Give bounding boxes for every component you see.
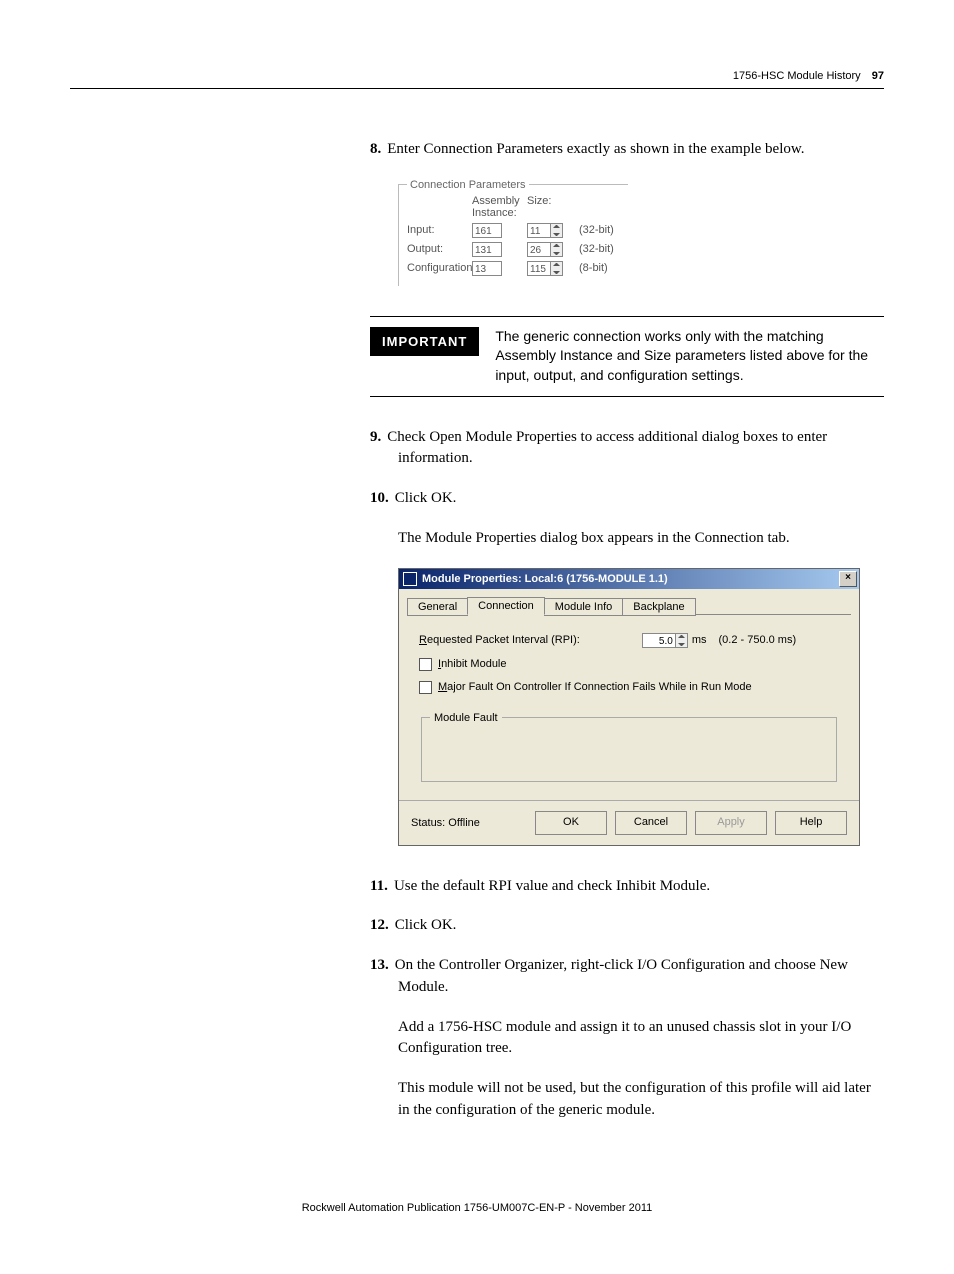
spinner-icon[interactable] xyxy=(551,261,563,276)
step-text: Click OK. xyxy=(395,490,457,506)
col-size: Size: xyxy=(527,195,582,219)
important-text: The generic connection works only with t… xyxy=(495,327,884,386)
inhibit-label: nhibit Module xyxy=(441,658,506,670)
major-fault-row: Major Fault On Controller If Connection … xyxy=(419,681,839,694)
step-10: 10. Click OK. xyxy=(370,488,884,510)
conn-row-input: Input: 161 11 (32-bit) xyxy=(407,223,620,238)
major-label: ajor Fault On Controller If Connection F… xyxy=(447,681,751,693)
step-text: Check Open Module Properties to access a… xyxy=(387,429,827,467)
step-text: Enter Connection Parameters exactly as s… xyxy=(387,141,804,157)
col-assembly: Assembly Instance: xyxy=(472,195,527,219)
inhibit-row: Inhibit Module xyxy=(419,658,839,671)
inhibit-checkbox[interactable] xyxy=(419,658,432,671)
tab-module-info[interactable]: Module Info xyxy=(544,598,623,616)
spinner-icon[interactable] xyxy=(676,633,688,648)
step-10-continuation: The Module Properties dialog box appears… xyxy=(398,528,884,550)
dialog-tabs: General Connection Module Info Backplane xyxy=(407,597,851,615)
dialog-icon xyxy=(403,572,417,586)
rpi-input[interactable]: 5.0 xyxy=(642,633,676,648)
step-text: Click OK. xyxy=(395,917,457,933)
step-number: 13. xyxy=(370,957,389,973)
help-button[interactable]: Help xyxy=(775,811,847,835)
input-size-field[interactable]: 11 xyxy=(527,223,551,238)
major-mnemonic: M xyxy=(438,681,447,693)
step-number: 9. xyxy=(370,429,381,445)
page-footer: Rockwell Automation Publication 1756-UM0… xyxy=(70,1202,884,1214)
tab-general[interactable]: General xyxy=(407,598,468,616)
input-assembly-field[interactable]: 161 xyxy=(472,223,502,238)
conn-legend: Connection Parameters xyxy=(407,179,529,191)
output-assembly-field[interactable]: 131 xyxy=(472,242,502,257)
step-number: 8. xyxy=(370,141,381,157)
header-title: 1756-HSC Module History xyxy=(733,70,861,82)
step-11: 11. Use the default RPI value and check I… xyxy=(370,876,884,898)
row-label: Configuration: xyxy=(407,262,472,274)
dialog-title: Module Properties: Local:6 (1756-MODULE … xyxy=(422,573,837,585)
input-bits: (32-bit) xyxy=(579,224,619,236)
step-13: 13. On the Controller Organizer, right-cl… xyxy=(370,955,884,999)
rpi-range: (0.2 - 750.0 ms) xyxy=(718,634,796,646)
conn-row-config: Configuration: 13 115 (8-bit) xyxy=(407,261,620,276)
step-number: 12. xyxy=(370,917,389,933)
spinner-icon[interactable] xyxy=(551,223,563,238)
cancel-button[interactable]: Cancel xyxy=(615,811,687,835)
config-bits: (8-bit) xyxy=(579,262,619,274)
major-fault-checkbox[interactable] xyxy=(419,681,432,694)
config-assembly-field[interactable]: 13 xyxy=(472,261,502,276)
module-fault-group: Module Fault xyxy=(421,712,837,782)
row-label: Output: xyxy=(407,243,472,255)
step-number: 11. xyxy=(370,878,388,894)
step-13-continuation-b: This module will not be used, but the co… xyxy=(398,1078,884,1122)
output-bits: (32-bit) xyxy=(579,243,619,255)
rpi-unit: ms xyxy=(692,634,707,646)
step-12: 12. Click OK. xyxy=(370,915,884,937)
step-number: 10. xyxy=(370,490,389,506)
conn-row-output: Output: 131 26 (32-bit) xyxy=(407,242,620,257)
page-header: 1756-HSC Module History 97 xyxy=(70,70,884,89)
rpi-label: equested Packet Interval (RPI): xyxy=(427,634,580,646)
step-9: 9. Check Open Module Properties to access… xyxy=(370,427,884,471)
step-text: Use the default RPI value and check Inhi… xyxy=(394,878,710,894)
spinner-icon[interactable] xyxy=(551,242,563,257)
config-size-field[interactable]: 115 xyxy=(527,261,551,276)
page-number: 97 xyxy=(872,70,884,82)
rpi-row: Requested Packet Interval (RPI): 5.0 ms … xyxy=(419,633,839,648)
output-size-field[interactable]: 26 xyxy=(527,242,551,257)
ok-button[interactable]: OK xyxy=(535,811,607,835)
dialog-titlebar[interactable]: Module Properties: Local:6 (1756-MODULE … xyxy=(399,569,859,589)
step-8: 8. Enter Connection Parameters exactly as… xyxy=(370,139,884,161)
apply-button[interactable]: Apply xyxy=(695,811,767,835)
tab-connection[interactable]: Connection xyxy=(467,597,545,615)
connection-parameters-panel: Connection Parameters Assembly Instance:… xyxy=(398,179,628,286)
status-text: Status: Offline xyxy=(411,817,480,829)
close-button[interactable]: × xyxy=(839,571,857,587)
row-label: Input: xyxy=(407,224,472,236)
rpi-mnemonic: R xyxy=(419,634,427,646)
module-properties-dialog: Module Properties: Local:6 (1756-MODULE … xyxy=(398,568,860,846)
module-fault-legend: Module Fault xyxy=(430,712,502,724)
step-text: On the Controller Organizer, right-click… xyxy=(395,957,848,995)
important-callout: IMPORTANT The generic connection works o… xyxy=(370,316,884,397)
tab-backplane[interactable]: Backplane xyxy=(622,598,695,616)
important-badge: IMPORTANT xyxy=(370,327,479,356)
step-13-continuation-a: Add a 1756-HSC module and assign it to a… xyxy=(398,1017,884,1061)
